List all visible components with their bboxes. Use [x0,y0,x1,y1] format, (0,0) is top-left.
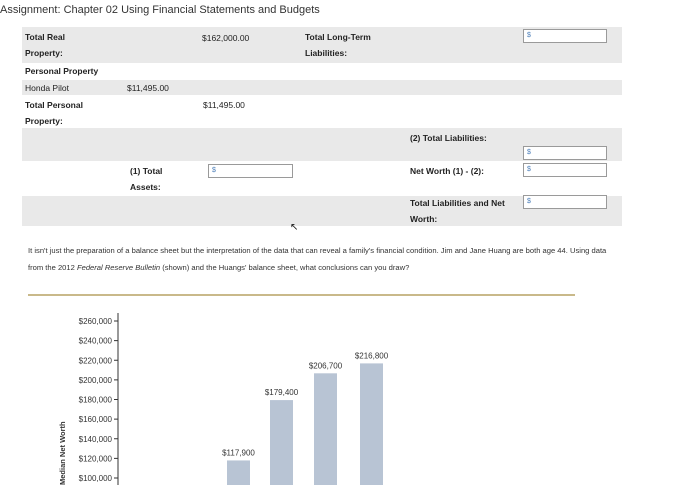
total-personal-property-value: $11,495.00 [203,100,245,110]
total-real-property-label: Total Real Property: [25,32,65,58]
total-long-term-liabilities-label: Total Long-Term Liabilities: [305,32,371,58]
bar [360,363,383,485]
net-worth-label: Net Worth (1) - (2): [410,166,484,176]
bar [270,400,293,485]
question-source-italic: Federal Reserve Bulletin [76,263,161,272]
y-tick-label: $240,000 [79,337,113,346]
y-axis-label: Median Net Worth [58,421,67,485]
row-band-real-property [22,27,622,63]
row-band-total-liab-networth [22,196,622,226]
row-band-liabilities [22,128,622,161]
bar-value-label: $216,800 [355,351,389,360]
personal-property-label: Personal Property [25,66,99,76]
question-text-after: (shown) and the Huangs' balance sheet, w… [160,263,410,272]
y-tick-label: $140,000 [79,435,113,444]
bar [314,373,337,485]
total-liabilities-net-worth-label: Total Liabilities and Net Worth: [410,198,505,224]
total-liabilities-net-worth-input[interactable]: $ [523,195,607,209]
honda-pilot-label: Honda Pilot [25,83,69,93]
y-tick-label: $180,000 [79,396,113,405]
y-tick-label: $160,000 [79,415,113,424]
bar [227,460,250,485]
honda-pilot-value: $11,495.00 [127,83,169,93]
chart-svg: $260,000 $240,000 $220,000 $200,000 $180,000… [58,313,389,485]
y-tick-label: $100,000 [79,474,113,483]
total-personal-property-label: Total Personal Property: [25,100,83,126]
total-liabilities-label-overlay: (2) Total Liabilities: [410,133,487,143]
bar-value-label: $179,400 [265,388,299,397]
net-worth-input[interactable]: $ [523,163,607,177]
question-paragraph: It isn't just the preparation of a balan… [28,242,618,276]
total-assets-label: (1) Total Assets: [130,166,163,192]
total-real-property-value: $162,000.00 [202,33,250,43]
y-tick-label: $220,000 [79,356,113,365]
total-assets-input[interactable]: $ [208,164,293,178]
bar-value-label: $206,700 [309,361,343,370]
total-long-term-liabilities-input[interactable]: $ [523,29,607,43]
y-tick-label: $260,000 [79,317,113,326]
mouse-cursor-icon: ↖ [290,222,299,233]
bar-value-label: $117,900 [222,448,255,457]
y-tick-label: $120,000 [79,454,113,463]
page-title: Assignment: Chapter 02 Using Financial S… [0,4,320,16]
total-liabilities-input[interactable]: $ [523,146,607,160]
row-band-honda [22,80,622,95]
question-text-before: It isn't just the preparation of a balan… [28,246,607,272]
median-net-worth-chart: $260,000 $240,000 $220,000 $200,000 $180,000… [56,302,456,485]
divider-rule [28,294,575,296]
y-tick-label: $200,000 [79,376,113,385]
